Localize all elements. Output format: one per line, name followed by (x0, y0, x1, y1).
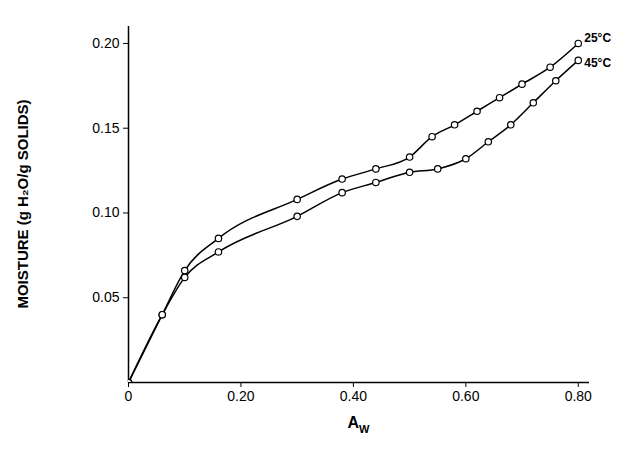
svg-text:0.20: 0.20 (92, 35, 119, 51)
svg-text:0.40: 0.40 (340, 388, 367, 404)
svg-text:AW: AW (348, 414, 371, 435)
svg-text:0: 0 (125, 388, 133, 404)
svg-text:45°C: 45°C (584, 56, 611, 70)
svg-text:MOISTURE (g H₂O/g SOLIDS): MOISTURE (g H₂O/g SOLIDS) (14, 99, 31, 308)
svg-text:0.05: 0.05 (92, 289, 119, 305)
svg-text:0.15: 0.15 (92, 120, 119, 136)
svg-text:0.20: 0.20 (227, 388, 254, 404)
svg-text:25°C: 25°C (584, 31, 611, 45)
svg-text:0.80: 0.80 (565, 388, 592, 404)
svg-text:0.10: 0.10 (92, 204, 119, 220)
svg-text:0.60: 0.60 (452, 388, 479, 404)
